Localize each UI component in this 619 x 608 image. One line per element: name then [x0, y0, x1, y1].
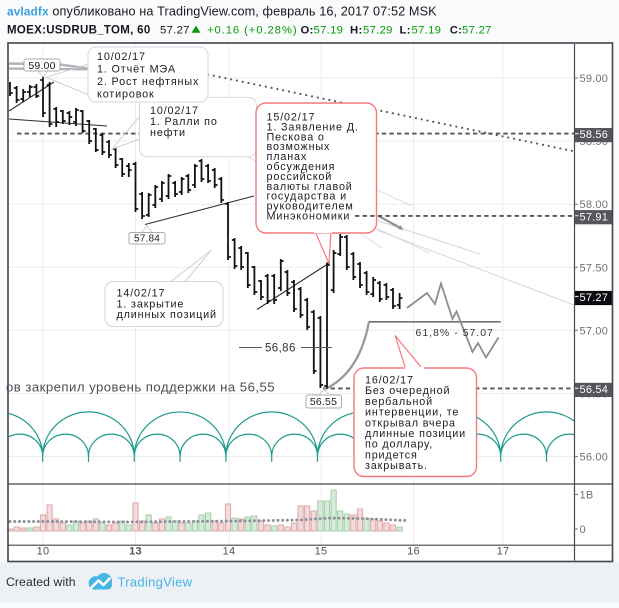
svg-text:10/02/17: 10/02/17	[97, 51, 146, 63]
svg-text:1. закрытие: 1. закрытие	[117, 298, 185, 310]
svg-text:59.00: 59.00	[28, 60, 55, 72]
svg-text:10: 10	[37, 546, 50, 558]
svg-text:57.27: 57.27	[160, 25, 190, 37]
svg-text:57.29: 57.29	[363, 25, 393, 37]
svg-text:TradingView: TradingView	[118, 575, 193, 590]
svg-text:16/02/17: 16/02/17	[365, 375, 414, 387]
svg-text:avladfx: avladfx	[7, 4, 49, 18]
svg-text:17: 17	[497, 546, 510, 558]
svg-text:по доллару,: по доллару,	[365, 439, 433, 451]
svg-text:14: 14	[223, 546, 236, 558]
svg-text:руководителем: руководителем	[267, 201, 354, 213]
svg-text:Без очередной: Без очередной	[365, 385, 450, 397]
svg-text:56,86: 56,86	[265, 343, 296, 355]
svg-text:Минэкономики: Минэкономики	[267, 211, 351, 223]
svg-text:57.50: 57.50	[580, 262, 609, 274]
svg-text:нефти: нефти	[150, 127, 186, 139]
svg-text:придется: придется	[365, 449, 418, 461]
svg-text:обсуждения: обсуждения	[267, 161, 336, 173]
svg-text:MOEX:USDRUB_TOM, 60: MOEX:USDRUB_TOM, 60	[7, 25, 151, 37]
svg-text:C:: C:	[450, 25, 463, 37]
svg-text:57.84: 57.84	[134, 234, 160, 245]
svg-text:опубликовано на TradingView.co: опубликовано на TradingView.com, февраль…	[52, 4, 437, 18]
svg-text:Пескова о: Пескова о	[267, 131, 325, 143]
svg-text:H:: H:	[350, 25, 363, 37]
svg-text:57.27: 57.27	[462, 25, 492, 37]
svg-text:длинных позиций: длинных позиций	[117, 309, 217, 321]
svg-text:56.55: 56.55	[310, 396, 337, 408]
svg-text:+0.16 (+0.28%): +0.16 (+0.28%)	[207, 25, 297, 37]
svg-text:14/02/17: 14/02/17	[117, 288, 166, 300]
svg-text:котировок: котировок	[97, 89, 155, 101]
svg-text:16: 16	[407, 546, 420, 558]
svg-text:ов закрепил уровень поддержки: ов закрепил уровень поддержки на 56,55	[6, 380, 275, 395]
svg-text:российской: российской	[267, 171, 333, 183]
svg-text:1B: 1B	[580, 490, 594, 502]
svg-text:57.19: 57.19	[412, 25, 442, 37]
svg-text:58.56: 58.56	[580, 129, 609, 141]
svg-text:возможных: возможных	[267, 141, 331, 153]
svg-text:длинные позиции: длинные позиции	[365, 428, 466, 440]
svg-text:государства и: государства и	[267, 191, 348, 203]
svg-text:57.27: 57.27	[580, 292, 609, 304]
svg-text:интервенции, те: интервенции, те	[365, 407, 459, 419]
svg-text:15: 15	[315, 546, 328, 558]
svg-text:Created with: Created with	[6, 575, 76, 589]
svg-text:59.00: 59.00	[580, 73, 609, 85]
svg-text:56.54: 56.54	[580, 384, 609, 396]
svg-text:вербальной: вербальной	[365, 396, 433, 408]
svg-text:1. Ралли по: 1. Ралли по	[150, 116, 218, 128]
svg-text:10/02/17: 10/02/17	[150, 105, 199, 117]
svg-text:L:: L:	[400, 25, 411, 37]
svg-text:61,8% - 57.07: 61,8% - 57.07	[416, 327, 494, 339]
svg-text:57.91: 57.91	[580, 211, 609, 223]
svg-text:закрывать.: закрывать.	[365, 460, 428, 472]
svg-text:планах: планах	[267, 151, 308, 163]
svg-text:валюты главой: валюты главой	[267, 181, 353, 193]
svg-text:13: 13	[129, 546, 142, 558]
svg-text:1. Отчёт МЭА: 1. Отчёт МЭА	[97, 64, 176, 76]
svg-text:открывал вчера: открывал вчера	[365, 417, 456, 429]
svg-text:0: 0	[580, 524, 586, 536]
svg-text:56.00: 56.00	[580, 452, 609, 464]
svg-text:57.00: 57.00	[580, 325, 609, 337]
svg-text:57.19: 57.19	[314, 25, 344, 37]
svg-text:15/02/17: 15/02/17	[267, 112, 316, 124]
svg-text:2. Рост нефтяных: 2. Рост нефтяных	[97, 76, 199, 88]
svg-text:O:: O:	[301, 25, 314, 37]
svg-text:58.00: 58.00	[580, 199, 609, 211]
svg-text:1. Заявление Д.: 1. Заявление Д.	[267, 121, 359, 133]
